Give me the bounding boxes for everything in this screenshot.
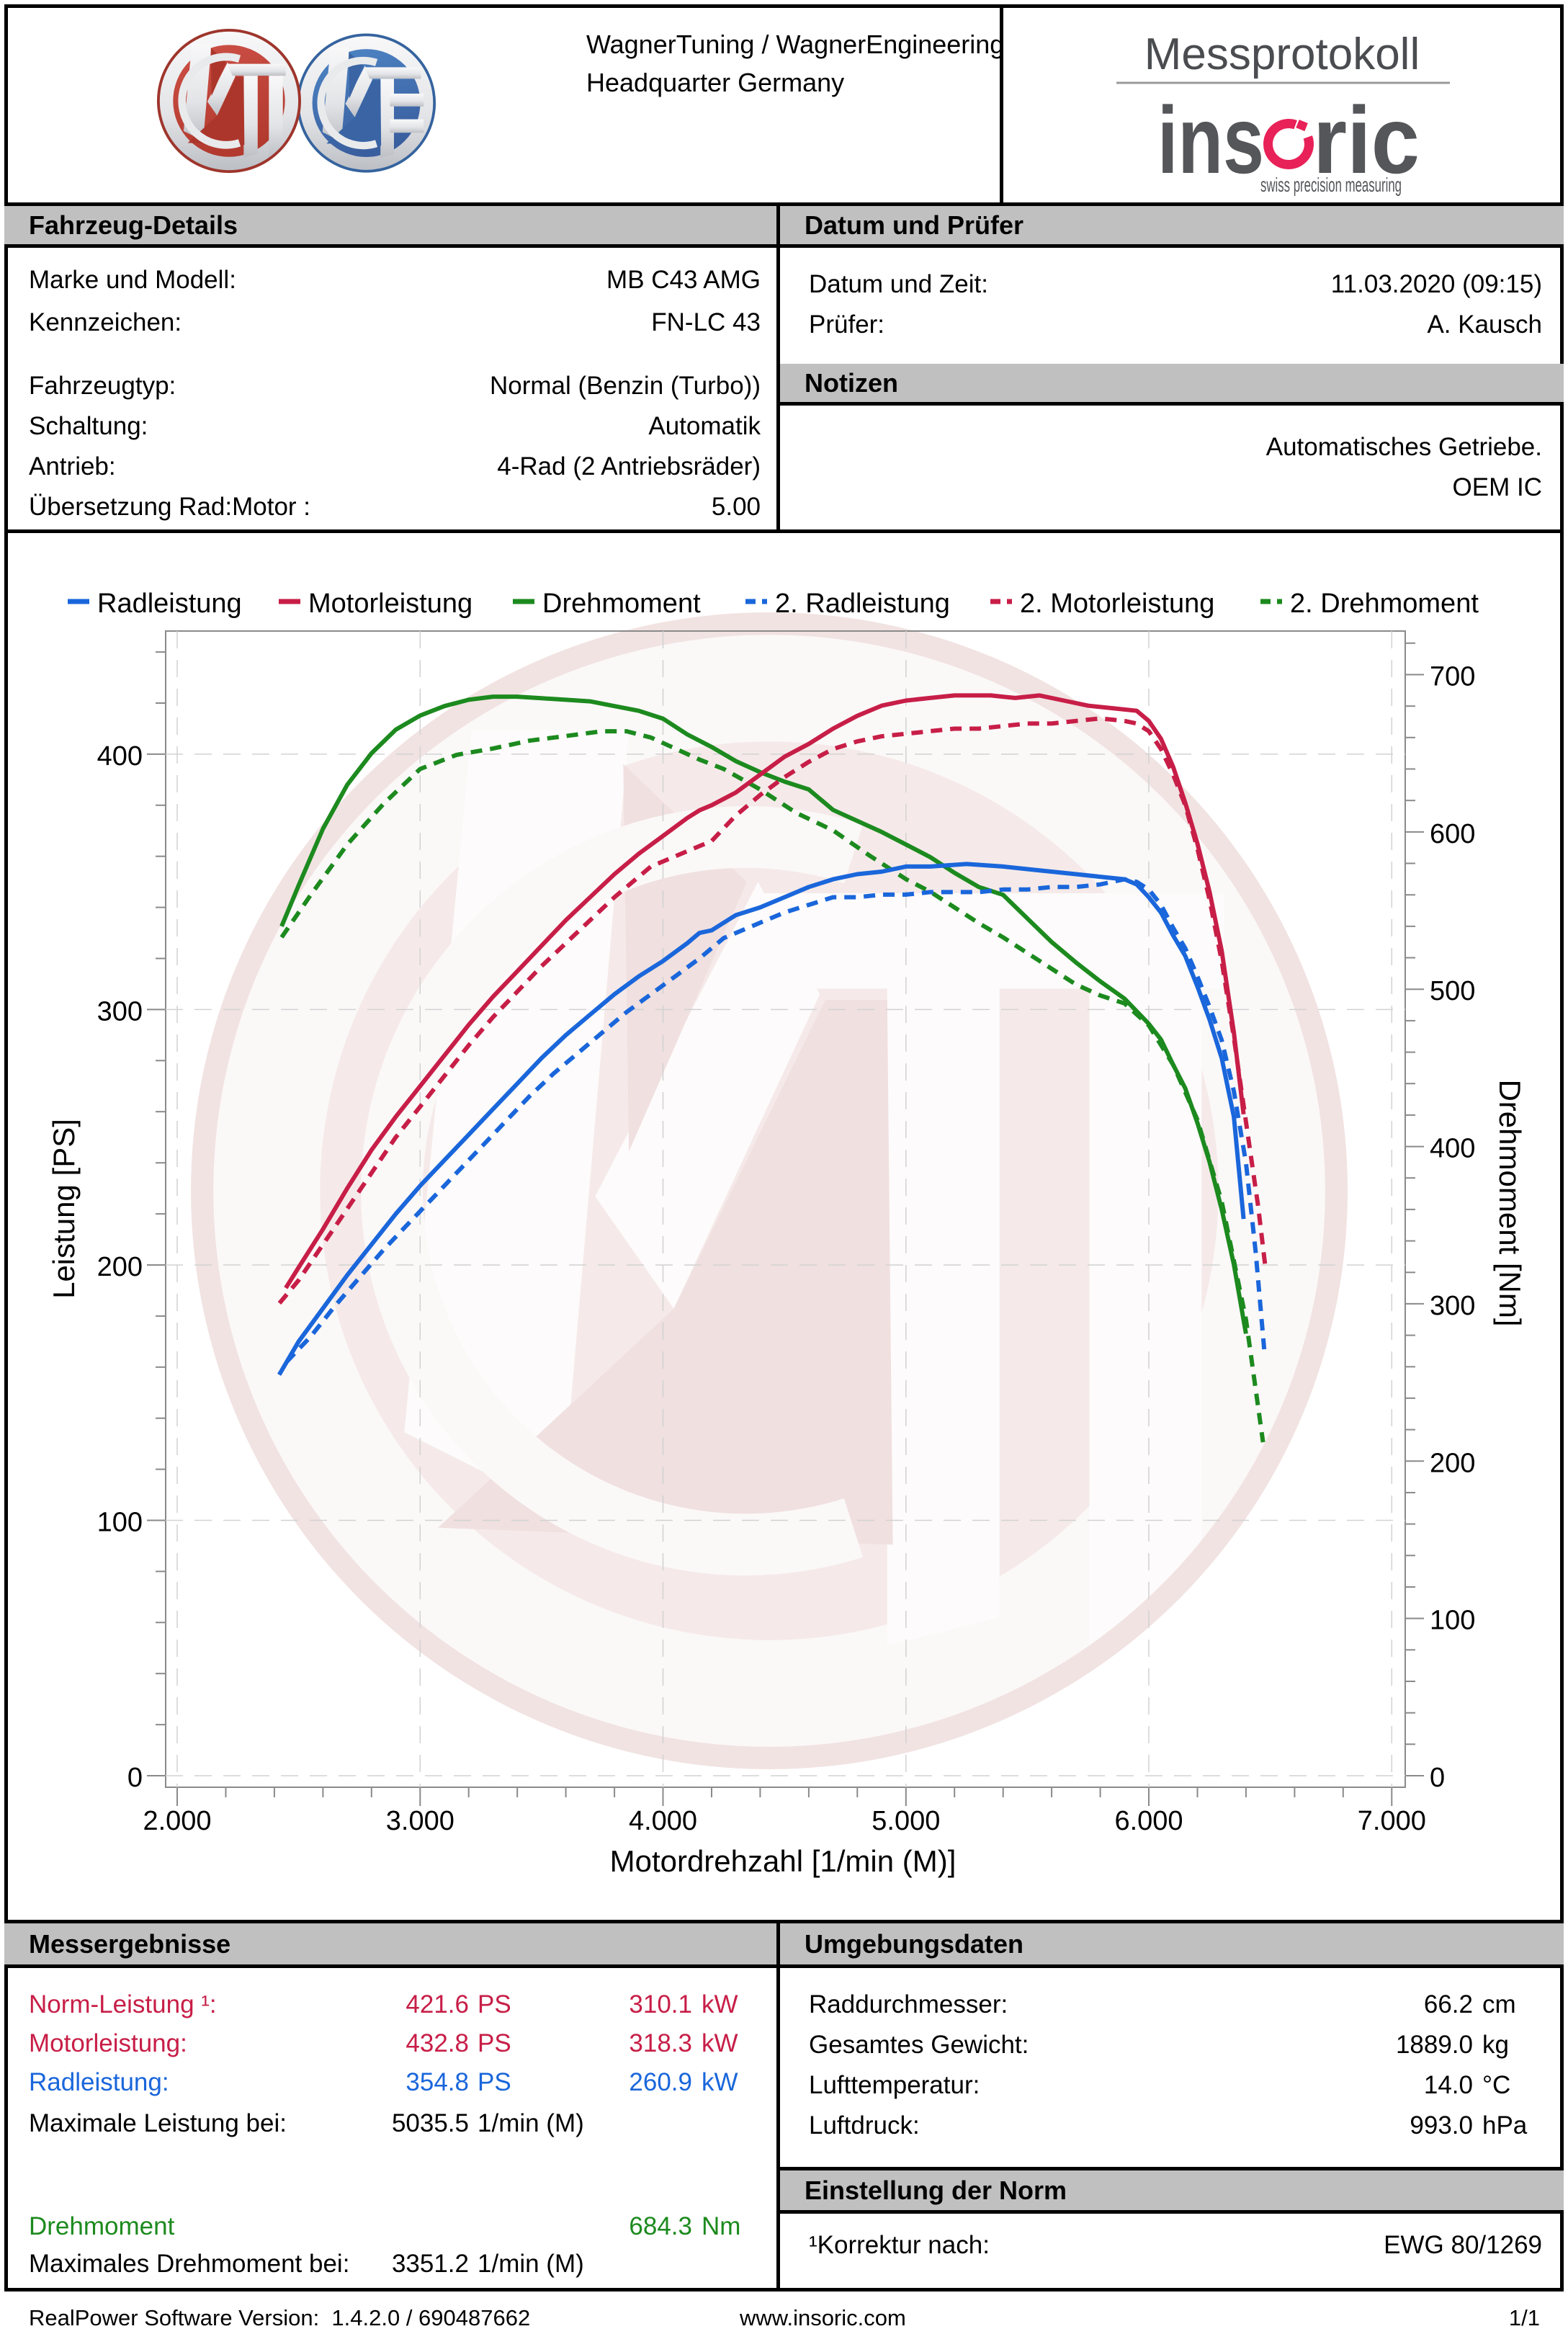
svg-text:2. Motorleistung: 2. Motorleistung xyxy=(1020,589,1214,619)
svg-text:400: 400 xyxy=(97,741,143,772)
svg-text:200: 200 xyxy=(1430,1448,1475,1478)
svg-text:swiss precision measuring: swiss precision measuring xyxy=(1260,174,1402,196)
svg-text:7.000: 7.000 xyxy=(1358,1806,1426,1836)
svg-text:ric: ric xyxy=(1313,87,1420,193)
svg-text:300: 300 xyxy=(1430,1291,1475,1321)
svg-text:5.000: 5.000 xyxy=(872,1806,940,1836)
svg-text:400: 400 xyxy=(1430,1134,1475,1164)
svg-text:Drehmoment [Nm]: Drehmoment [Nm] xyxy=(1493,1079,1527,1326)
svg-text:600: 600 xyxy=(1430,819,1475,849)
svg-text:Leistung [PS]: Leistung [PS] xyxy=(47,1119,81,1299)
svg-text:300: 300 xyxy=(97,996,143,1027)
svg-text:100: 100 xyxy=(97,1508,143,1538)
svg-text:Drehmoment: Drehmoment xyxy=(542,589,701,619)
svg-text:0: 0 xyxy=(127,1763,143,1793)
svg-text:Motorleistung: Motorleistung xyxy=(308,589,472,619)
svg-text:Motordrehzahl [1/min (M)]: Motordrehzahl [1/min (M)] xyxy=(610,1844,957,1878)
svg-text:0: 0 xyxy=(1430,1763,1445,1793)
svg-text:100: 100 xyxy=(1430,1606,1475,1636)
svg-text:200: 200 xyxy=(97,1252,143,1282)
svg-text:4.000: 4.000 xyxy=(629,1806,697,1836)
svg-text:2. Drehmoment: 2. Drehmoment xyxy=(1290,589,1479,619)
svg-text:3.000: 3.000 xyxy=(386,1806,454,1836)
svg-text:2. Radleistung: 2. Radleistung xyxy=(775,589,950,619)
svg-text:2.000: 2.000 xyxy=(143,1806,211,1836)
svg-text:Radleistung: Radleistung xyxy=(97,589,242,619)
svg-text:Messprotokoll: Messprotokoll xyxy=(1144,30,1420,79)
svg-text:ins: ins xyxy=(1157,87,1264,193)
svg-text:500: 500 xyxy=(1430,976,1475,1006)
svg-text:700: 700 xyxy=(1430,662,1475,692)
svg-text:6.000: 6.000 xyxy=(1114,1806,1183,1836)
